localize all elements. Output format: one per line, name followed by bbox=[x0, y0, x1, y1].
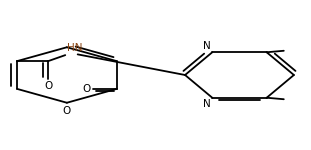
Text: N: N bbox=[203, 99, 211, 109]
Text: O: O bbox=[44, 81, 52, 91]
Text: O: O bbox=[63, 106, 71, 116]
Text: O: O bbox=[83, 84, 91, 94]
Text: N: N bbox=[203, 41, 211, 51]
Text: HN: HN bbox=[67, 43, 82, 53]
